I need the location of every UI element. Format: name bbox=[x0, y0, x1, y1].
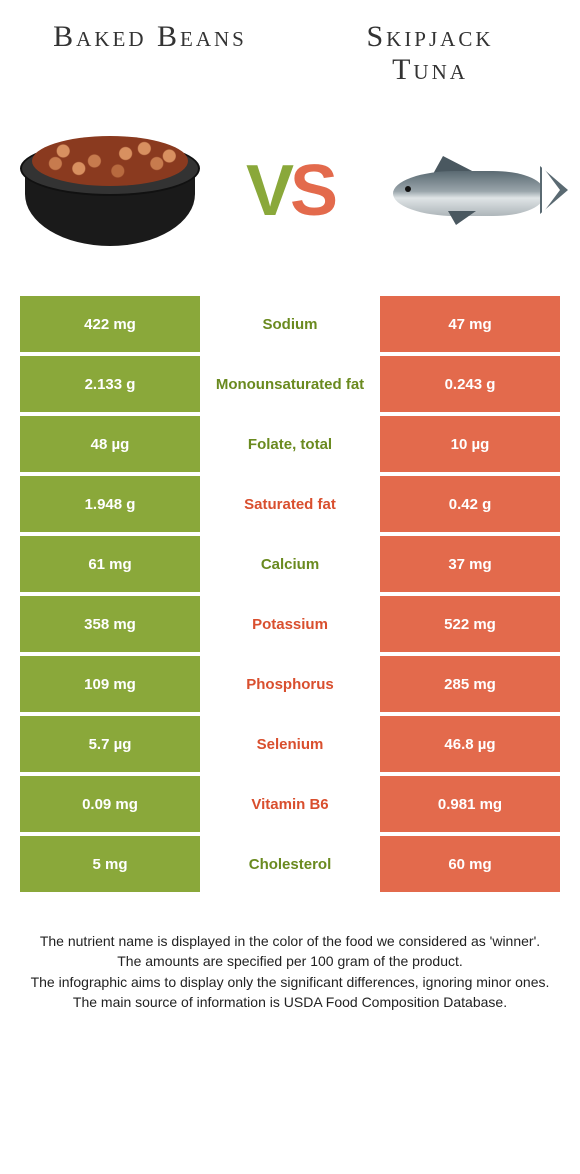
left-value: 1.948 g bbox=[20, 476, 200, 532]
table-row: 5 mgCholesterol60 mg bbox=[20, 836, 560, 892]
table-row: 358 mgPotassium522 mg bbox=[20, 596, 560, 652]
footer-line: The infographic aims to display only the… bbox=[25, 972, 555, 992]
left-value: 61 mg bbox=[20, 536, 200, 592]
table-row: 1.948 gSaturated fat0.42 g bbox=[20, 476, 560, 532]
nutrient-label: Saturated fat bbox=[200, 476, 380, 532]
vs-s-letter: S bbox=[290, 150, 334, 232]
left-value: 422 mg bbox=[20, 296, 200, 352]
table-row: 61 mgCalcium37 mg bbox=[20, 536, 560, 592]
nutrient-label: Cholesterol bbox=[200, 836, 380, 892]
table-row: 48 µgFolate, total10 µg bbox=[20, 416, 560, 472]
nutrient-label: Folate, total bbox=[200, 416, 380, 472]
table-row: 109 mgPhosphorus285 mg bbox=[20, 656, 560, 712]
baked-beans-image bbox=[12, 116, 207, 266]
nutrient-label: Vitamin B6 bbox=[200, 776, 380, 832]
tuna-image bbox=[373, 116, 568, 266]
right-value: 285 mg bbox=[380, 656, 560, 712]
images-row: VS bbox=[0, 96, 580, 296]
right-value: 37 mg bbox=[380, 536, 560, 592]
right-value: 0.42 g bbox=[380, 476, 560, 532]
vs-label: VS bbox=[246, 150, 334, 232]
left-value: 48 µg bbox=[20, 416, 200, 472]
right-food-title: Skipjack Tuna bbox=[330, 20, 530, 86]
right-value: 10 µg bbox=[380, 416, 560, 472]
nutrient-label: Selenium bbox=[200, 716, 380, 772]
table-row: 0.09 mgVitamin B60.981 mg bbox=[20, 776, 560, 832]
right-value: 46.8 µg bbox=[380, 716, 560, 772]
footer-line: The nutrient name is displayed in the co… bbox=[25, 931, 555, 951]
left-value: 0.09 mg bbox=[20, 776, 200, 832]
right-value: 60 mg bbox=[380, 836, 560, 892]
nutrient-label: Sodium bbox=[200, 296, 380, 352]
nutrient-label: Phosphorus bbox=[200, 656, 380, 712]
vs-v-letter: V bbox=[246, 150, 290, 232]
fish-icon bbox=[373, 146, 568, 236]
left-value: 358 mg bbox=[20, 596, 200, 652]
footer-notes: The nutrient name is displayed in the co… bbox=[0, 896, 580, 1012]
left-value: 5.7 µg bbox=[20, 716, 200, 772]
left-value: 2.133 g bbox=[20, 356, 200, 412]
table-row: 5.7 µgSelenium46.8 µg bbox=[20, 716, 560, 772]
footer-line: The amounts are specified per 100 gram o… bbox=[25, 951, 555, 971]
footer-line: The main source of information is USDA F… bbox=[25, 992, 555, 1012]
table-row: 422 mgSodium47 mg bbox=[20, 296, 560, 352]
right-value: 0.243 g bbox=[380, 356, 560, 412]
header: Baked Beans Skipjack Tuna bbox=[0, 0, 580, 96]
right-value: 0.981 mg bbox=[380, 776, 560, 832]
nutrient-label: Calcium bbox=[200, 536, 380, 592]
table-row: 2.133 gMonounsaturated fat0.243 g bbox=[20, 356, 560, 412]
nutrition-table: 422 mgSodium47 mg2.133 gMonounsaturated … bbox=[0, 296, 580, 892]
left-food-title: Baked Beans bbox=[50, 20, 250, 86]
nutrient-label: Potassium bbox=[200, 596, 380, 652]
right-value: 522 mg bbox=[380, 596, 560, 652]
bowl-icon bbox=[20, 126, 200, 256]
left-value: 5 mg bbox=[20, 836, 200, 892]
left-value: 109 mg bbox=[20, 656, 200, 712]
right-value: 47 mg bbox=[380, 296, 560, 352]
nutrient-label: Monounsaturated fat bbox=[200, 356, 380, 412]
